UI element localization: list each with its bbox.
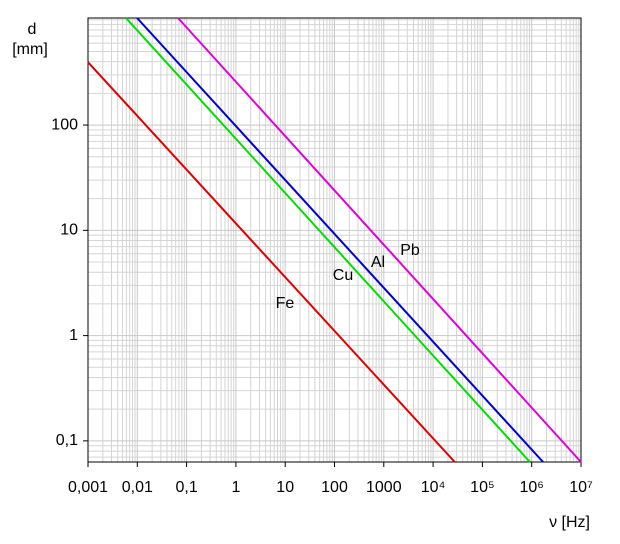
x-tick-label: 0,001: [68, 479, 108, 496]
y-axis-unit: [mm]: [12, 41, 48, 58]
plot-frame: [87, 17, 582, 463]
x-tick-label: 10⁷: [569, 479, 593, 496]
x-tick-label: 10⁴: [421, 479, 446, 496]
x-tick-label: 10⁶: [520, 479, 544, 496]
x-tick-label: 10: [276, 479, 294, 496]
y-tick-label: 100: [51, 116, 78, 133]
x-axis-label: ν [Hz]: [549, 514, 590, 531]
line-series: [87, 61, 456, 463]
series-label: Fe: [276, 295, 295, 312]
y-tick-label: 10: [60, 222, 78, 239]
y-tick-label: 0,1: [56, 432, 78, 449]
line-series: [177, 17, 582, 463]
x-tick-label: 100: [321, 479, 348, 496]
series-label: Pb: [400, 242, 420, 259]
x-tick-label: 1: [231, 479, 240, 496]
y-tick-label: 1: [69, 327, 78, 344]
line-series: [125, 17, 531, 463]
line-series: [136, 17, 544, 463]
y-axis-label: d: [28, 21, 37, 38]
series-label: Al: [371, 254, 385, 271]
series-label: Cu: [333, 267, 353, 284]
x-tick-label: 0,01: [122, 479, 153, 496]
x-tick-label: 1000: [366, 479, 402, 496]
x-tick-label: 0,1: [175, 479, 197, 496]
x-tick-label: 10⁵: [470, 479, 494, 496]
